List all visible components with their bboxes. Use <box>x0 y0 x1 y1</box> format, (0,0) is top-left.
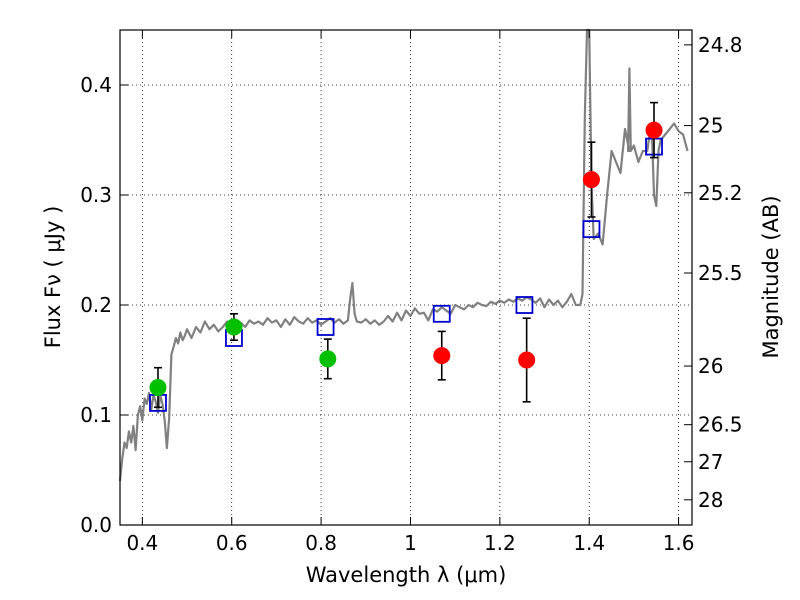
y-tick-label: 0.4 <box>80 73 112 97</box>
x-tick-label: 1.2 <box>484 531 516 555</box>
observed-point <box>225 318 243 336</box>
observed-point <box>582 171 600 189</box>
plot-frame <box>119 29 693 526</box>
y2-tick-label: 26 <box>698 354 723 378</box>
y2-axis-label: Magnitude (AB) <box>759 195 783 358</box>
synthetic-point <box>515 296 534 314</box>
observed-point <box>433 347 451 365</box>
observed-point <box>518 351 536 369</box>
synthetic-point <box>582 220 601 239</box>
observed-point <box>149 379 167 396</box>
x-tick-label: 0.4 <box>126 531 158 555</box>
y-tick-label: 0.0 <box>80 513 112 537</box>
model-spectrum <box>118 28 689 482</box>
observed-photometry <box>149 121 663 396</box>
x-tick-label: 0.6 <box>216 531 248 555</box>
y2-tick-label: 25.2 <box>698 181 743 205</box>
x-tick-label: 1.6 <box>663 531 695 555</box>
synthetic-point <box>432 304 451 323</box>
y-tick-label: 0.1 <box>80 403 112 427</box>
x-axis-ticks: 0.4 0.6 0.8 1 1.2 1.4 1.6 <box>126 30 695 555</box>
y-axis-label: Flux Fν ( μJy ) <box>41 206 65 349</box>
x-tick-label: 1.4 <box>573 531 605 555</box>
x-tick-label: 0.8 <box>305 531 337 555</box>
synthetic-point <box>316 318 335 336</box>
observed-point <box>319 350 337 368</box>
x-tick-label: 1 <box>404 531 417 555</box>
y-tick-label: 0.3 <box>80 183 112 207</box>
y-tick-label: 0.2 <box>80 293 112 317</box>
y2-tick-label: 25.5 <box>698 261 743 285</box>
y2-axis-ticks: 24.8 25 25.2 25.5 26 26.5 27 28 <box>684 33 743 512</box>
y-axis-ticks: 0.0 0.1 0.2 0.3 0.4 <box>80 73 128 537</box>
observed-point <box>645 121 663 139</box>
y2-tick-label: 27 <box>698 450 723 474</box>
y2-tick-label: 28 <box>698 488 723 512</box>
plot-background <box>120 30 692 525</box>
y2-tick-label: 26.5 <box>698 413 743 437</box>
y2-tick-label: 24.8 <box>698 33 743 57</box>
y2-tick-label: 25 <box>698 114 723 138</box>
model-spectrum-line <box>118 28 689 482</box>
x-axis-label: Wavelength λ (μm) <box>306 563 507 587</box>
